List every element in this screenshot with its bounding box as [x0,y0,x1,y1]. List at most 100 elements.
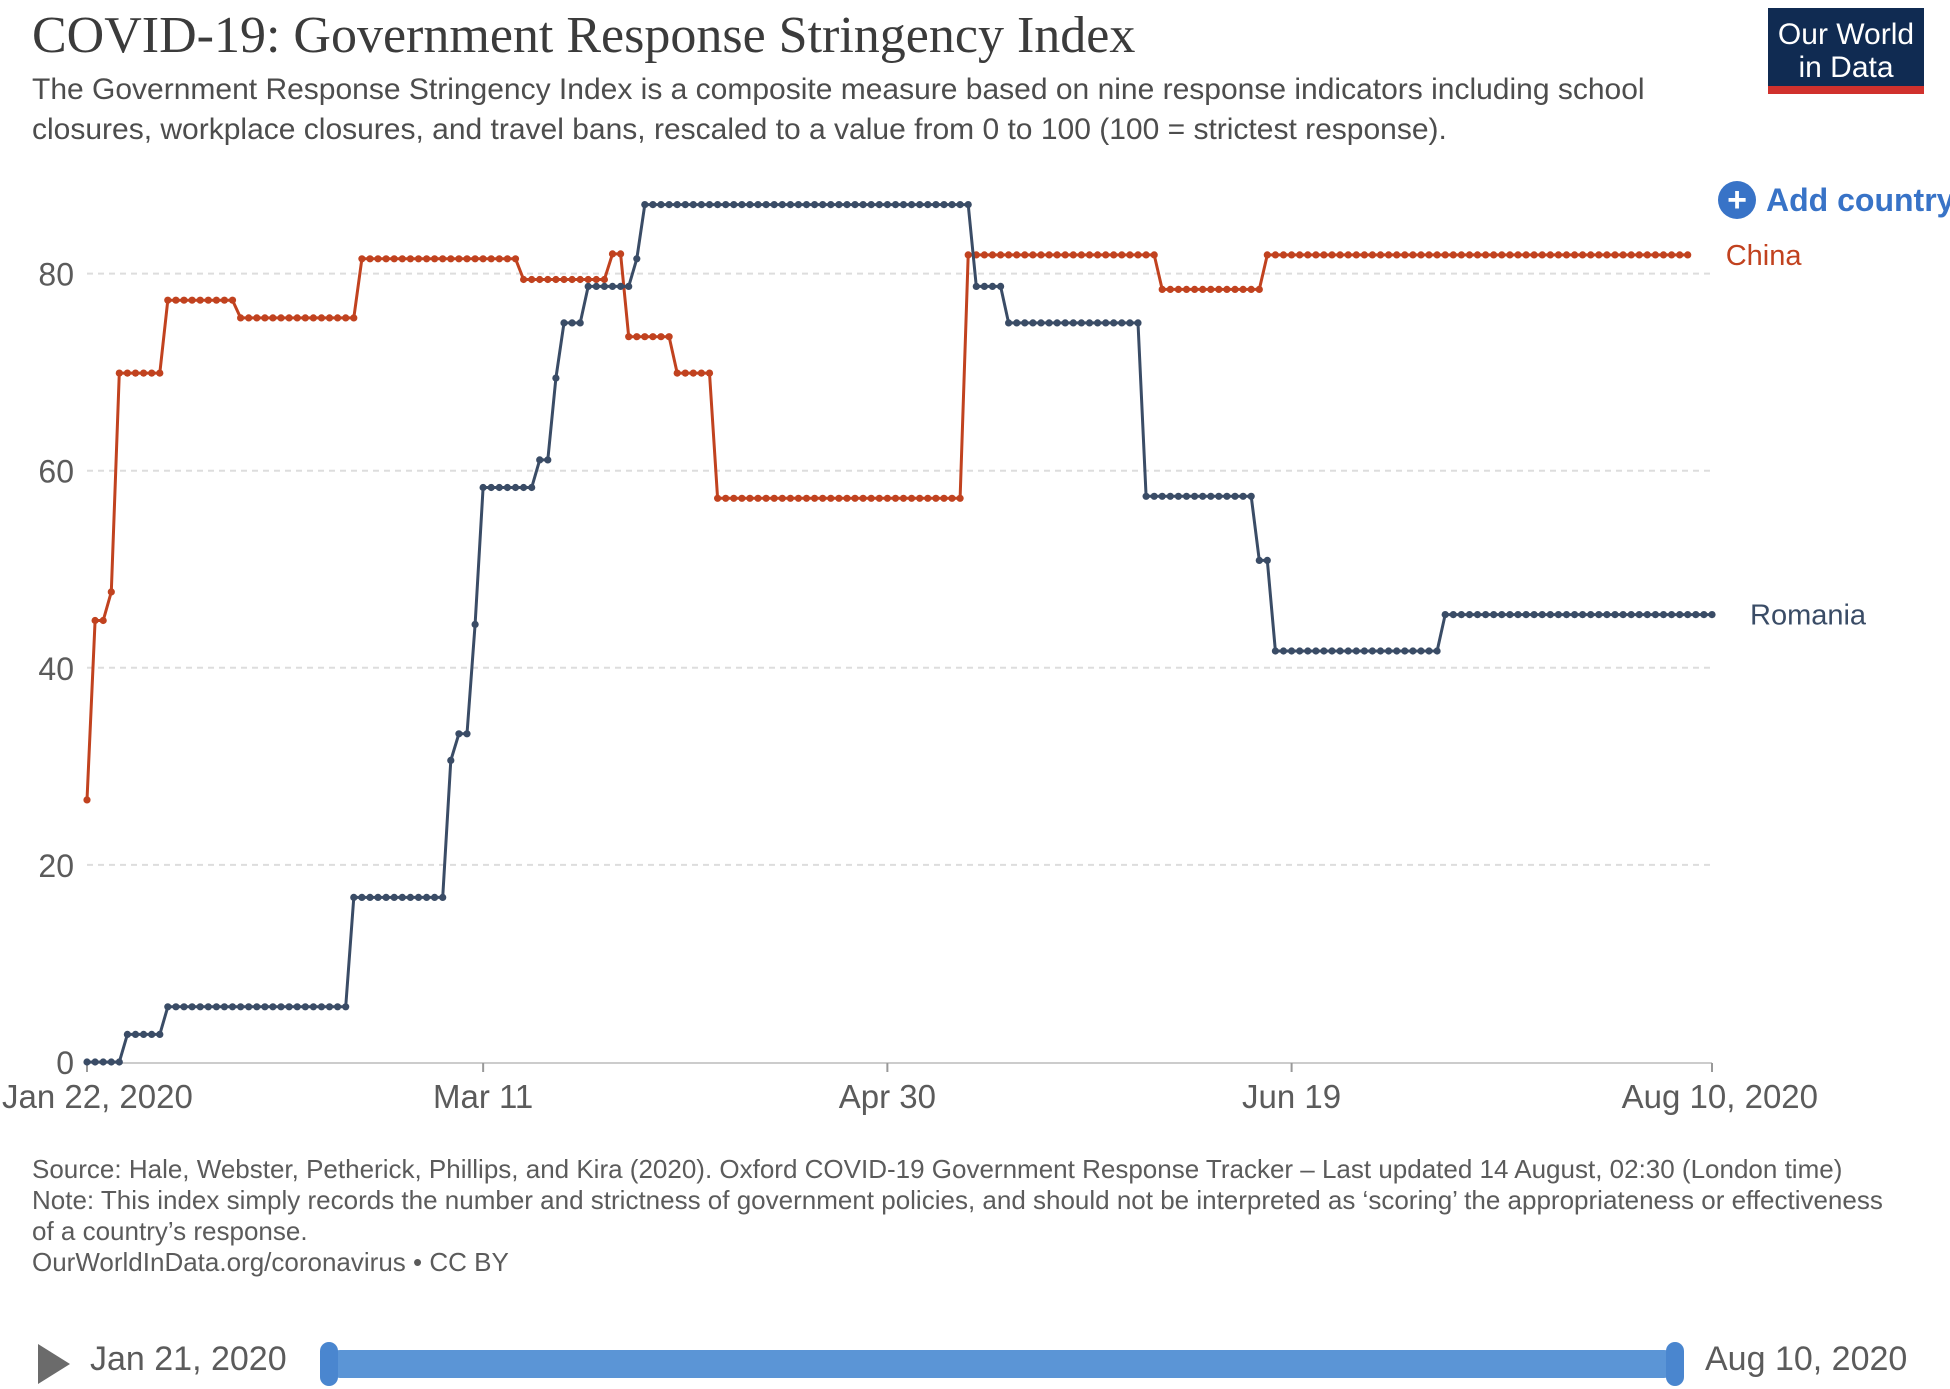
data-point-romania [196,1003,204,1011]
data-point-romania [148,1030,156,1038]
data-point-china [746,494,754,502]
timeline-track[interactable] [320,1342,1684,1386]
data-point-china [649,333,657,341]
data-point-china [1546,251,1554,259]
data-point-china [1271,251,1279,259]
data-point-romania [1336,647,1344,655]
data-point-romania [1352,647,1360,655]
data-point-china [277,314,285,322]
add-country-button[interactable]: + Add country [1718,180,1950,220]
data-point-romania [1692,611,1700,619]
data-point-romania [1158,492,1166,500]
timeline-slider[interactable]: Jan 21, 2020 Aug 10, 2020 [0,1340,1950,1389]
data-point-china [212,296,220,304]
data-point-china [1579,251,1587,259]
logo-line-1: Our World [1777,18,1915,51]
data-point-china [1263,251,1271,259]
data-point-romania [802,201,811,209]
data-point-china [503,255,511,263]
data-point-romania [1271,647,1279,655]
owid-logo[interactable]: Our World in Data [1768,8,1924,94]
data-point-romania [1215,492,1223,500]
data-point-china [180,296,188,304]
series-label-china: China [1726,240,1803,272]
data-point-china [1457,251,1465,259]
data-point-romania [414,893,423,902]
data-point-romania [1247,492,1255,500]
data-point-china [835,494,843,502]
data-point-romania [1684,611,1692,619]
data-point-romania [1320,647,1328,655]
data-point-china [1247,285,1255,293]
data-point-china [204,296,212,304]
data-point-china [1425,251,1433,259]
data-point-china [1668,251,1676,259]
data-point-romania [1554,611,1562,619]
data-point-romania [1263,556,1271,565]
data-point-china [1199,285,1207,293]
data-point-china [1530,251,1538,259]
data-point-china [1215,285,1223,293]
data-point-china [520,275,528,284]
data-point-china [1595,251,1603,259]
data-point-romania [544,456,552,464]
data-point-china [1077,251,1085,259]
data-point-romania [1174,492,1182,500]
data-point-romania [520,483,528,492]
data-point-romania [511,483,520,492]
data-point-romania [1587,611,1595,619]
data-point-china [390,255,398,263]
data-point-china [1320,251,1328,259]
data-point-china [1571,251,1579,259]
data-point-romania [665,201,673,209]
data-point-china [1029,251,1037,259]
data-point-china [439,255,447,263]
data-point-china [1506,251,1514,259]
data-point-romania [657,201,665,209]
data-point-china [1118,251,1126,259]
data-point-china [1344,251,1352,259]
data-point-china [99,616,107,625]
data-point-romania [940,201,948,209]
data-point-romania [261,1003,269,1011]
data-point-romania [738,201,746,209]
data-point-romania [1635,611,1643,619]
data-point-romania [1393,647,1401,655]
data-point-romania [1676,611,1684,619]
series-line-china [85,252,1688,800]
data-point-china [1142,251,1150,259]
data-point-china [115,369,123,377]
plus-circle-icon: + [1718,181,1756,219]
data-point-romania [1449,611,1457,619]
data-point-romania [827,201,835,209]
data-point-china [617,250,625,258]
data-point-romania [1255,556,1263,565]
data-point-china [584,275,592,284]
timeline-start-handle[interactable] [320,1342,338,1386]
play-icon[interactable] [38,1344,70,1384]
license-link[interactable]: OurWorldInData.org/coronavirus • CC BY [32,1247,509,1277]
data-point-china [722,494,730,502]
data-point-romania [528,483,536,492]
data-point-romania [1279,647,1288,655]
data-point-romania [1659,611,1668,619]
data-point-romania [1013,319,1021,327]
data-point-romania [1530,611,1538,619]
data-point-romania [374,893,382,902]
data-point-china [1102,251,1110,259]
data-point-romania [1110,319,1118,327]
data-point-romania [843,201,851,209]
data-point-china [916,494,924,502]
timeline-end-handle[interactable] [1666,1342,1684,1386]
data-point-romania [439,893,447,902]
data-point-romania [188,1003,196,1011]
data-point-romania [1344,647,1352,655]
chart-footer: Source: Hale, Webster, Petherick, Philli… [32,1154,1892,1278]
x-tick-label: Jan 22, 2020 [2,1078,193,1115]
x-tick-label: Mar 11 [433,1078,533,1115]
data-point-romania [1700,611,1708,619]
data-point-china [851,494,859,502]
data-point-romania [115,1058,123,1066]
data-point-romania [988,282,997,290]
data-point-china [1150,251,1158,259]
